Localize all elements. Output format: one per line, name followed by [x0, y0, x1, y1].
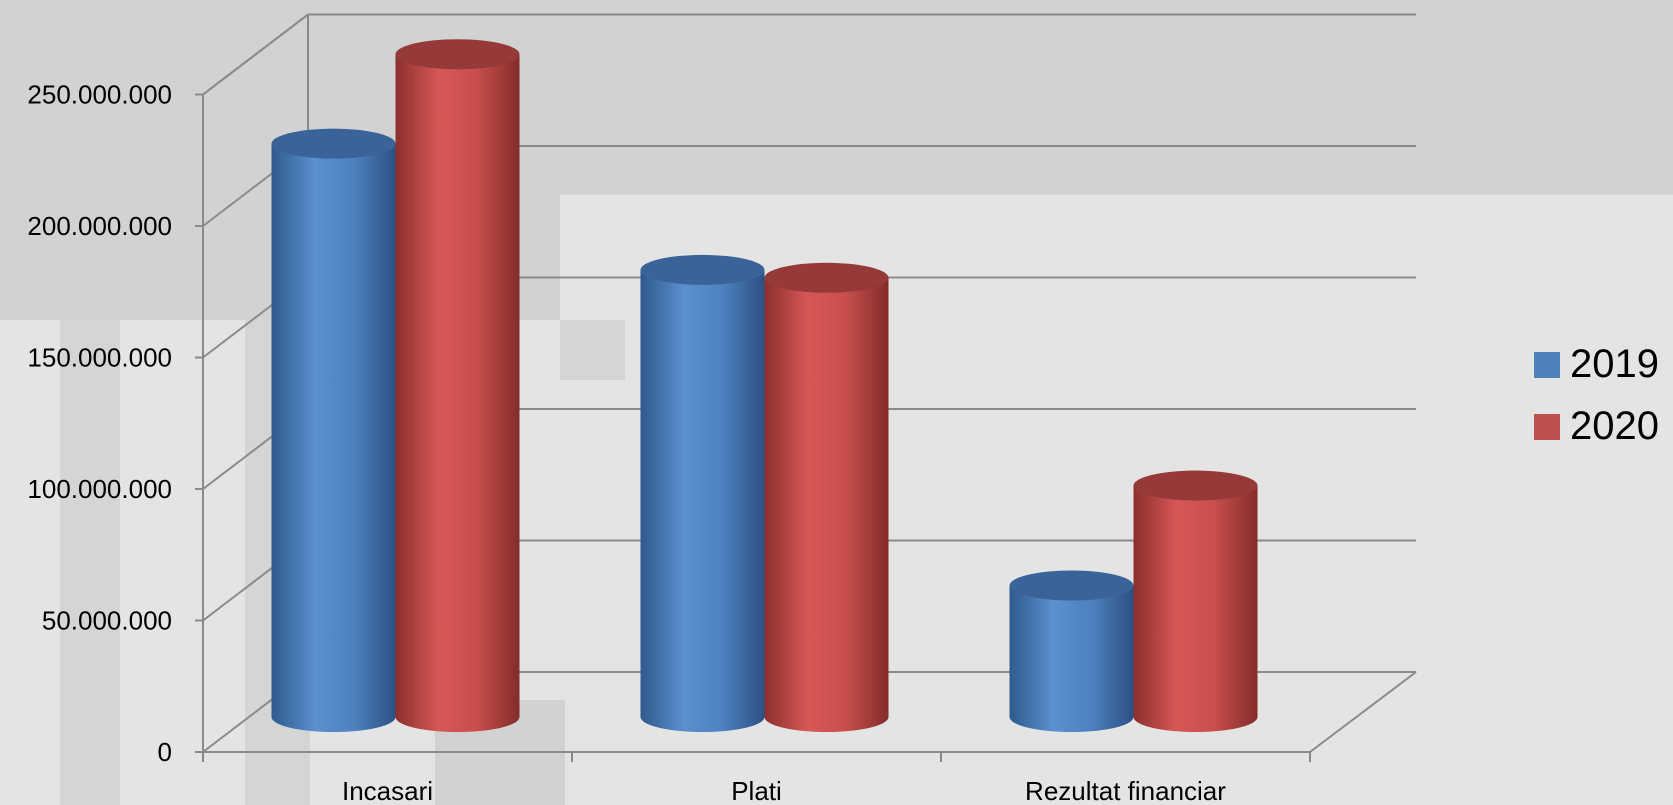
bar-rezultat-financiar-2019	[1009, 585, 1134, 733]
bar-top-rezultat-financiar-2019	[1009, 570, 1134, 601]
legend-swatch-2020	[1534, 414, 1560, 440]
y-tick-label: 150.000.000	[27, 343, 172, 373]
bar-incasari-2020	[395, 54, 520, 733]
bar-plati-2019	[640, 269, 765, 733]
y-tick-label: 0	[158, 737, 172, 767]
bar-top-rezultat-financiar-2020	[1133, 470, 1258, 501]
y-tick-label: 250.000.000	[27, 80, 172, 110]
bar-rezultat-financiar-2020	[1133, 485, 1258, 733]
y-tick-label: 50.000.000	[42, 606, 172, 636]
bar-top-plati-2019	[640, 254, 765, 285]
plot-area: 0 50.000.000 100.000.000 150.000.000 200.000…	[27, 13, 1659, 805]
legend-label-2020: 2020	[1570, 404, 1659, 448]
bar-top-incasari-2020	[395, 39, 520, 70]
bar-top-plati-2020	[764, 262, 889, 293]
legend-label-2019: 2019	[1570, 342, 1659, 386]
x-tick-label: Plati	[731, 776, 782, 805]
bar-incasari-2019	[271, 143, 396, 733]
floor-right-edge	[1309, 671, 1417, 753]
bar-plati-2020	[764, 277, 889, 733]
legend-swatch-2019	[1534, 352, 1560, 378]
bar-top-incasari-2019	[271, 128, 396, 159]
y-tick-label: 100.000.000	[27, 474, 172, 504]
y-tick-label: 200.000.000	[27, 211, 172, 241]
x-tick-label: Rezultat financiar	[1025, 776, 1226, 805]
x-tick-label: Incasari	[342, 776, 433, 805]
side-gridline	[202, 13, 309, 96]
